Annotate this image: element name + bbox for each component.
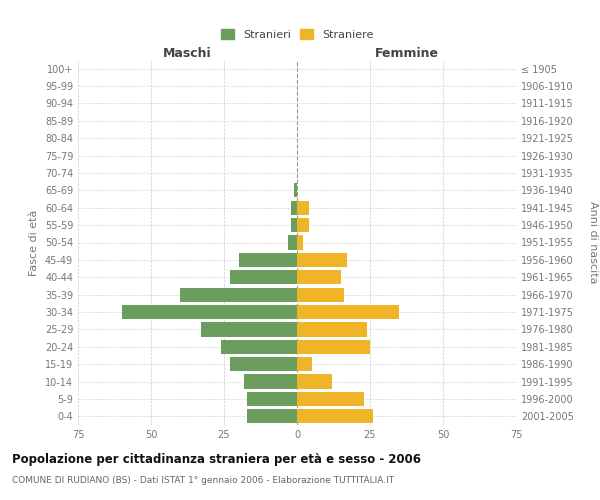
Bar xyxy=(288,236,297,250)
Text: Maschi: Maschi xyxy=(163,47,212,60)
Bar xyxy=(239,253,297,267)
Legend: Stranieri, Straniere: Stranieri, Straniere xyxy=(217,26,377,43)
Bar xyxy=(180,288,297,302)
Y-axis label: Fasce di età: Fasce di età xyxy=(29,210,39,276)
Bar xyxy=(297,200,308,215)
Bar xyxy=(221,340,297,354)
Y-axis label: Anni di nascita: Anni di nascita xyxy=(587,201,598,284)
Text: Popolazione per cittadinanza straniera per età e sesso - 2006: Popolazione per cittadinanza straniera p… xyxy=(12,452,421,466)
Bar xyxy=(297,357,311,372)
Bar xyxy=(247,392,297,406)
Bar xyxy=(297,340,370,354)
Bar xyxy=(297,288,344,302)
Bar xyxy=(244,374,297,388)
Bar xyxy=(297,253,347,267)
Bar xyxy=(297,218,308,232)
Bar xyxy=(297,409,373,424)
Bar xyxy=(200,322,297,336)
Text: COMUNE DI RUDIANO (BS) - Dati ISTAT 1° gennaio 2006 - Elaborazione TUTTITALIA.IT: COMUNE DI RUDIANO (BS) - Dati ISTAT 1° g… xyxy=(12,476,394,485)
Text: Femmine: Femmine xyxy=(374,47,439,60)
Bar xyxy=(230,357,297,372)
Bar xyxy=(294,183,297,198)
Bar xyxy=(291,218,297,232)
Bar xyxy=(297,270,341,284)
Bar xyxy=(230,270,297,284)
Bar xyxy=(247,409,297,424)
Bar xyxy=(297,392,364,406)
Bar xyxy=(297,374,332,388)
Bar xyxy=(297,305,399,319)
Bar xyxy=(291,200,297,215)
Bar xyxy=(122,305,297,319)
Bar xyxy=(297,236,303,250)
Bar xyxy=(297,322,367,336)
